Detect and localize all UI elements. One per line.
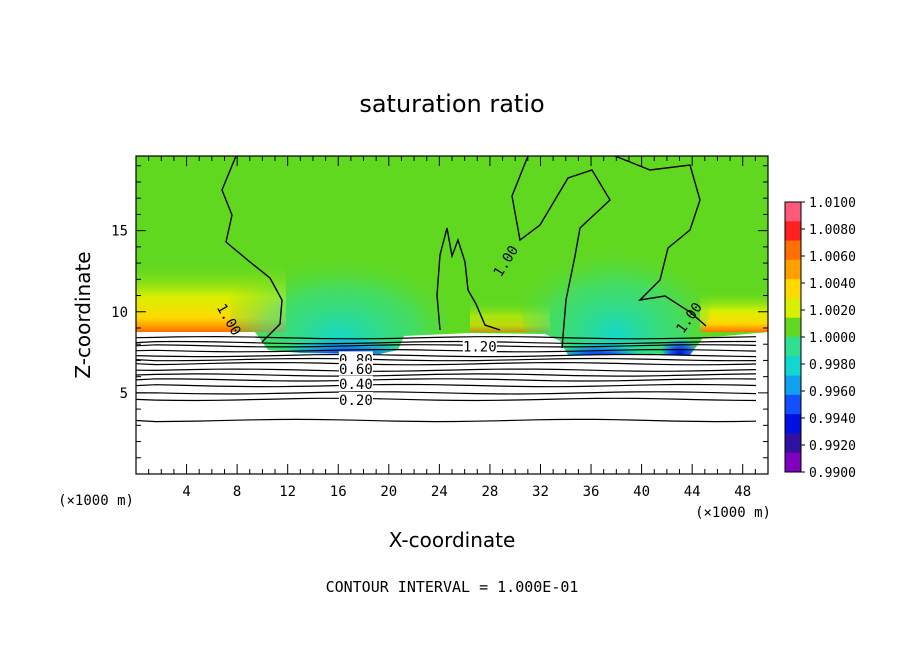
colorbar-swatch	[785, 259, 801, 280]
contour-line	[136, 368, 757, 372]
x-tick-label: 16	[330, 484, 347, 500]
contour-line	[136, 357, 757, 362]
colorbar: 1.0100 1.0080 1.0060 1.0040 1.0020 1.0000 0.99…	[784, 196, 856, 481]
contour-line	[136, 383, 757, 388]
colorbar-swatch	[785, 414, 801, 434]
x-tick-label: 28	[481, 484, 498, 500]
contour-line	[136, 335, 757, 340]
x-tick-label: 8	[233, 484, 241, 500]
colorbar-label: 0.9980	[809, 358, 856, 373]
contour-line	[136, 373, 757, 377]
contour-label-group: 0.40	[338, 375, 373, 393]
colorbar-label: 1.0040	[809, 277, 856, 292]
colorbar-swatch	[785, 452, 801, 473]
x-tick-label: 36	[583, 484, 600, 500]
contour-line	[136, 344, 757, 348]
contour-label-bg	[462, 338, 497, 353]
colorbar-label: 0.9960	[809, 385, 856, 400]
contour-label-group: 0.20	[338, 392, 373, 409]
contour-label-bg	[338, 375, 373, 390]
colorbar-swatch	[785, 298, 801, 319]
colorbar-label: 1.0060	[809, 250, 856, 265]
x-tick-label: 4	[182, 484, 190, 500]
colorbar-swatch	[785, 394, 801, 415]
colorbar-label: 0.9900	[809, 466, 856, 481]
contour-line	[136, 349, 757, 353]
warm-band-right	[700, 290, 768, 332]
contour-line	[136, 391, 757, 395]
x-axis-label: X-coordinate	[389, 528, 516, 552]
x-tick-label: 40	[633, 484, 650, 500]
chart-title: saturation ratio	[359, 90, 544, 118]
contour-line	[136, 361, 757, 366]
colorbar-label: 1.0000	[809, 331, 856, 346]
colorbar-swatch	[785, 279, 801, 299]
contour-label: 1.20	[463, 339, 497, 355]
subsaturated-region	[136, 332, 768, 474]
contour-1-00-right-a	[511, 156, 611, 349]
contour-line	[136, 378, 757, 382]
y-axis-label: Z-coordinate	[71, 251, 95, 378]
x-scale-label-right: (×1000 m)	[695, 505, 771, 521]
x-tick-label: 48	[734, 484, 751, 500]
contour-label: 0.20	[339, 393, 373, 409]
contour-label-bg	[338, 361, 373, 376]
contour-line	[136, 418, 757, 423]
saturation-field	[136, 156, 768, 474]
y-tick-label: 15	[111, 224, 128, 240]
colorbar-swatch	[785, 433, 801, 454]
x-tick-label: 24	[431, 484, 448, 500]
colorbar-swatch	[785, 202, 801, 222]
x-tick-label: 20	[380, 484, 397, 500]
contour-1-00-right-b	[614, 156, 707, 327]
contour-label: 0.60	[339, 362, 373, 378]
colorbar-swatch	[785, 221, 801, 242]
contour-label-group: 0.60	[338, 361, 373, 378]
colorbar-label: 0.9920	[809, 439, 856, 454]
contour-label-bg	[338, 392, 373, 406]
colorbar-swatch	[785, 240, 801, 261]
x-scale-label: (×1000 m)	[58, 493, 134, 509]
colorbar-swatch	[785, 356, 801, 377]
lower-contours	[136, 335, 757, 423]
contour-line	[136, 397, 757, 402]
x-tick-label: 44	[684, 484, 701, 500]
colorbar-label: 1.0100	[809, 196, 856, 211]
contour-1-00-left	[221, 156, 283, 343]
colorbar-label: 1.0020	[809, 304, 856, 319]
y-tick-label: 5	[120, 386, 128, 402]
contour-line	[136, 353, 757, 358]
colorbar-label: 0.9940	[809, 412, 856, 427]
contour-interval-note: CONTOUR INTERVAL = 1.000E-01	[326, 578, 579, 596]
contour-label-group: 1.20	[462, 338, 497, 355]
colorbar-swatch	[785, 317, 801, 338]
x-tick-label: 12	[279, 484, 296, 500]
x-tick-label: 32	[532, 484, 549, 500]
field-contours	[221, 156, 707, 349]
contour-line	[136, 340, 756, 345]
colorbar-label: 1.0080	[809, 223, 856, 238]
contour-label: 0.40	[339, 377, 373, 393]
y-tick-label: 10	[111, 305, 128, 321]
contour-tower	[436, 227, 501, 331]
colorbar-swatch	[785, 337, 801, 357]
colorbar-swatch	[785, 375, 801, 396]
